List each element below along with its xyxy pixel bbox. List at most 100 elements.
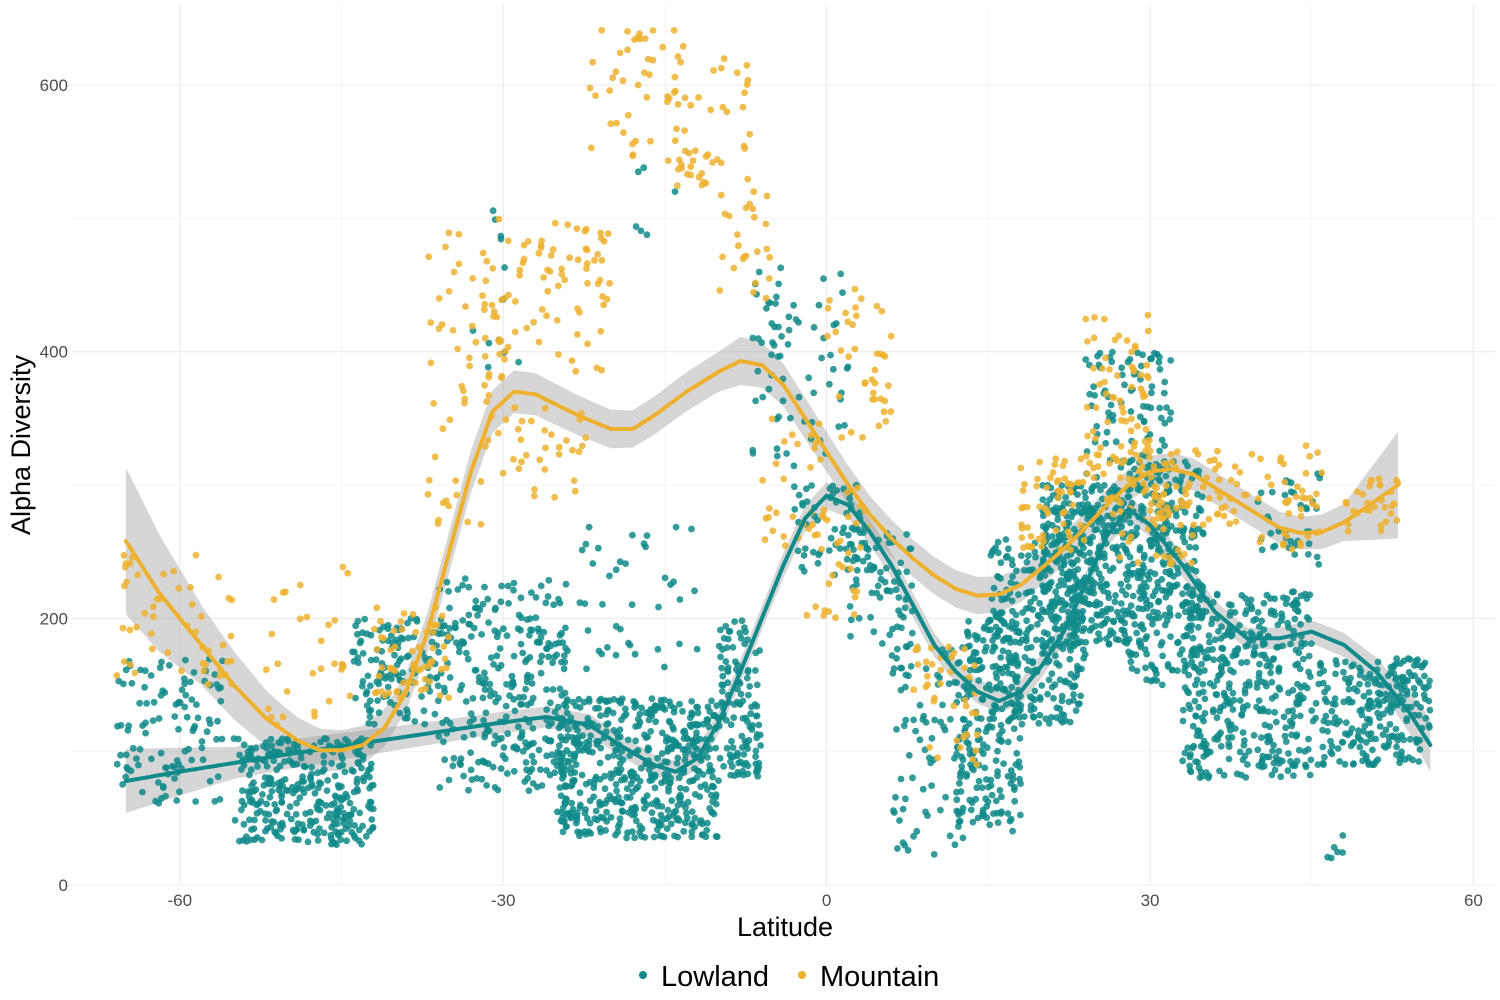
point-lowland xyxy=(599,601,606,608)
point-lowland xyxy=(1101,554,1108,562)
point-lowland xyxy=(556,685,564,693)
point-lowland xyxy=(680,728,687,736)
point-mountain xyxy=(1090,474,1098,482)
point-lowland xyxy=(1192,512,1200,520)
point-mountain xyxy=(1173,448,1181,456)
point-lowland xyxy=(133,755,140,762)
point-mountain xyxy=(1161,460,1168,467)
point-lowland xyxy=(1182,631,1190,639)
point-lowland xyxy=(999,685,1006,693)
point-lowland xyxy=(1108,486,1115,494)
legend-label-mountain: Mountain xyxy=(820,961,939,993)
point-lowland xyxy=(1036,599,1043,607)
point-mountain xyxy=(719,103,727,111)
point-mountain xyxy=(1144,311,1152,319)
point-lowland xyxy=(350,767,357,775)
point-lowland xyxy=(622,560,629,567)
point-lowland xyxy=(155,779,162,786)
point-mountain xyxy=(303,613,311,621)
point-lowland xyxy=(654,754,661,762)
point-lowland xyxy=(271,801,279,808)
point-lowland xyxy=(815,301,823,309)
point-mountain xyxy=(1143,361,1151,369)
point-lowland xyxy=(1178,472,1186,480)
point-lowland xyxy=(724,635,732,643)
point-lowland xyxy=(1179,757,1186,765)
point-lowland xyxy=(1294,607,1302,615)
point-mountain xyxy=(574,331,581,338)
point-lowland xyxy=(211,671,219,678)
point-mountain xyxy=(120,551,128,559)
point-lowland xyxy=(752,747,760,755)
point-lowland xyxy=(1059,645,1067,653)
point-lowland xyxy=(1260,599,1268,607)
point-lowland xyxy=(284,787,292,794)
point-lowland xyxy=(1295,649,1303,657)
point-lowland xyxy=(1247,596,1255,604)
point-lowland xyxy=(491,784,499,791)
point-lowland xyxy=(1130,612,1138,620)
point-lowland xyxy=(1225,699,1233,707)
point-lowland xyxy=(554,703,562,711)
point-mountain xyxy=(501,355,508,363)
point-lowland xyxy=(900,722,908,730)
point-lowland xyxy=(141,683,149,691)
point-mountain xyxy=(282,588,289,596)
point-mountain xyxy=(561,276,569,284)
point-lowland xyxy=(731,618,738,625)
point-lowland xyxy=(491,606,499,614)
point-lowland xyxy=(1263,682,1270,690)
point-lowland xyxy=(829,482,837,490)
point-lowland xyxy=(1142,635,1149,643)
point-lowland xyxy=(1134,486,1142,493)
point-mountain xyxy=(216,672,224,680)
point-mountain xyxy=(1131,439,1139,446)
point-lowland xyxy=(1004,810,1012,817)
point-mountain xyxy=(1165,511,1172,519)
point-mountain xyxy=(1147,500,1155,508)
point-lowland xyxy=(421,720,429,728)
point-mountain xyxy=(485,392,493,399)
point-lowland xyxy=(271,748,279,756)
point-lowland xyxy=(1101,619,1108,627)
point-lowland xyxy=(250,788,258,795)
point-mountain xyxy=(634,81,642,89)
point-lowland xyxy=(370,720,378,728)
point-lowland xyxy=(1272,692,1280,700)
point-lowland xyxy=(752,753,759,760)
point-mountain xyxy=(649,27,657,34)
point-lowland xyxy=(1421,672,1428,680)
point-mountain xyxy=(1117,474,1124,481)
point-lowland xyxy=(510,767,518,775)
point-lowland xyxy=(992,757,1000,764)
point-lowland xyxy=(1031,687,1039,695)
point-mountain xyxy=(839,563,847,571)
point-mountain xyxy=(373,646,381,653)
point-lowland xyxy=(1345,686,1353,693)
point-lowland xyxy=(460,772,467,780)
point-lowland xyxy=(1411,691,1419,698)
point-mountain xyxy=(814,531,821,538)
point-lowland xyxy=(122,666,130,674)
point-lowland xyxy=(1244,702,1251,709)
point-lowland xyxy=(1295,746,1303,754)
point-mountain xyxy=(971,662,978,669)
point-lowland xyxy=(520,693,527,701)
point-lowland xyxy=(1017,552,1025,559)
point-lowland xyxy=(755,268,763,276)
point-mountain xyxy=(1145,453,1153,461)
point-lowland xyxy=(1351,685,1358,693)
point-lowland xyxy=(1109,564,1117,572)
point-lowland xyxy=(1296,665,1304,673)
point-lowland xyxy=(1374,689,1382,697)
point-lowland xyxy=(176,788,183,796)
point-lowland xyxy=(800,567,808,575)
point-lowland xyxy=(959,804,967,812)
point-lowland xyxy=(1236,622,1243,629)
point-lowland xyxy=(1050,694,1057,702)
point-mountain xyxy=(868,376,876,383)
point-lowland xyxy=(717,653,724,661)
point-lowland xyxy=(573,742,581,749)
point-lowland xyxy=(1109,411,1117,419)
point-lowland xyxy=(1348,698,1356,706)
